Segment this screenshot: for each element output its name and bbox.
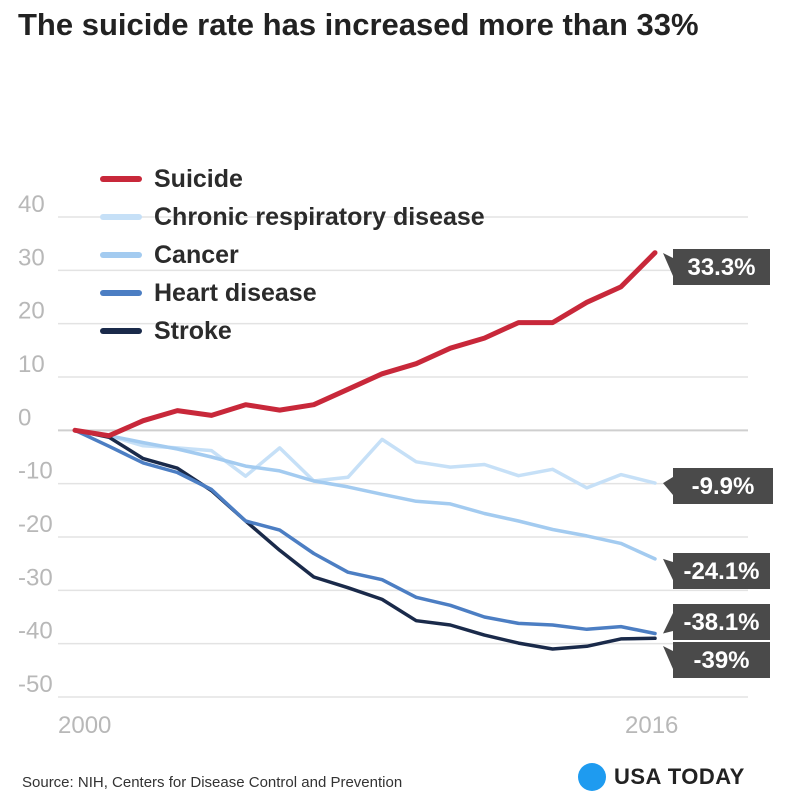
end-label-suicide: 33.3% — [663, 249, 770, 285]
y-tick-label-40: 40 — [18, 191, 45, 218]
legend-swatch — [100, 328, 142, 334]
end-label-pointer — [663, 613, 673, 634]
end-label-text: -9.9% — [692, 473, 755, 500]
chart-title: The suicide rate has increased more than… — [18, 7, 699, 42]
y-tick-label-40: -40 — [18, 618, 53, 645]
y-tick-label-30: -30 — [18, 564, 53, 591]
source-note: Source: NIH, Centers for Disease Control… — [22, 774, 403, 791]
legend-item-suicide: Suicide — [100, 160, 485, 198]
end-label-pointer — [663, 558, 673, 580]
series-line-suicide — [72, 250, 658, 439]
legend-swatch — [100, 214, 142, 220]
end-label-text: -38.1% — [683, 609, 759, 636]
legend-label: Heart disease — [154, 278, 317, 307]
legend-swatch — [100, 176, 142, 182]
end-label-pointer — [663, 646, 673, 669]
end-label-box — [673, 642, 770, 678]
x-tick-label-2000: 2000 — [58, 712, 111, 739]
legend-swatch — [100, 290, 142, 296]
legend: Suicide Chronic respiratory disease Cancer… — [100, 160, 485, 350]
y-axis-tick-labels: 40 30 20 10 0 -10 -20 -30 -40 -50 — [18, 191, 53, 698]
y-tick-label-10: 10 — [18, 351, 45, 378]
end-label-chronic-respiratory-disease: -9.9% — [663, 468, 773, 504]
series-lines — [72, 250, 658, 651]
series-line-heart-disease — [73, 428, 657, 636]
x-axis-tick-labels: 2000 2016 — [58, 712, 678, 739]
x-tick-label-2016: 2016 — [625, 712, 678, 739]
series-line-stroke — [73, 428, 657, 651]
y-tick-label-30: 30 — [18, 244, 45, 271]
brand-dot-icon — [578, 763, 606, 791]
end-label-text: -39% — [693, 647, 749, 674]
legend-label: Chronic respiratory disease — [154, 202, 485, 231]
brand-logo: USA TODAY — [578, 763, 745, 791]
legend-swatch — [100, 252, 142, 258]
end-label-text: -24.1% — [683, 558, 759, 585]
legend-label: Stroke — [154, 316, 232, 345]
y-tick-label-10: -10 — [18, 458, 53, 485]
end-label-box — [673, 468, 773, 504]
series-line-chronic-respiratory-disease — [73, 428, 657, 490]
legend-item-stroke: Stroke — [100, 312, 485, 350]
y-tick-label-0: 0 — [18, 404, 31, 431]
legend-label: Suicide — [154, 164, 243, 193]
legend-item-chronic-respiratory-disease: Chronic respiratory disease — [100, 198, 485, 236]
end-label-box — [673, 553, 770, 589]
y-tick-label-50: -50 — [18, 671, 53, 698]
end-label-stroke: -39% — [663, 642, 770, 678]
legend-item-heart-disease: Heart disease — [100, 274, 485, 312]
brand-name: USA TODAY — [614, 764, 745, 789]
end-label-pointer — [663, 477, 673, 495]
end-label-pointer — [663, 253, 673, 276]
y-tick-label-20: -20 — [18, 511, 53, 538]
y-tick-label-20: 20 — [18, 298, 45, 325]
series-line-cancer — [73, 428, 657, 561]
grid-lines — [58, 216, 748, 698]
end-label-box — [673, 604, 770, 640]
end-labels: 33.3% -9.9% -24.1% -38.1% -39% — [663, 249, 773, 678]
end-label-box — [673, 249, 770, 285]
legend-label: Cancer — [154, 240, 239, 269]
end-label-heart-disease: -38.1% — [663, 604, 770, 640]
legend-item-cancer: Cancer — [100, 236, 485, 274]
end-label-text: 33.3% — [687, 254, 755, 281]
end-label-cancer: -24.1% — [663, 553, 770, 589]
